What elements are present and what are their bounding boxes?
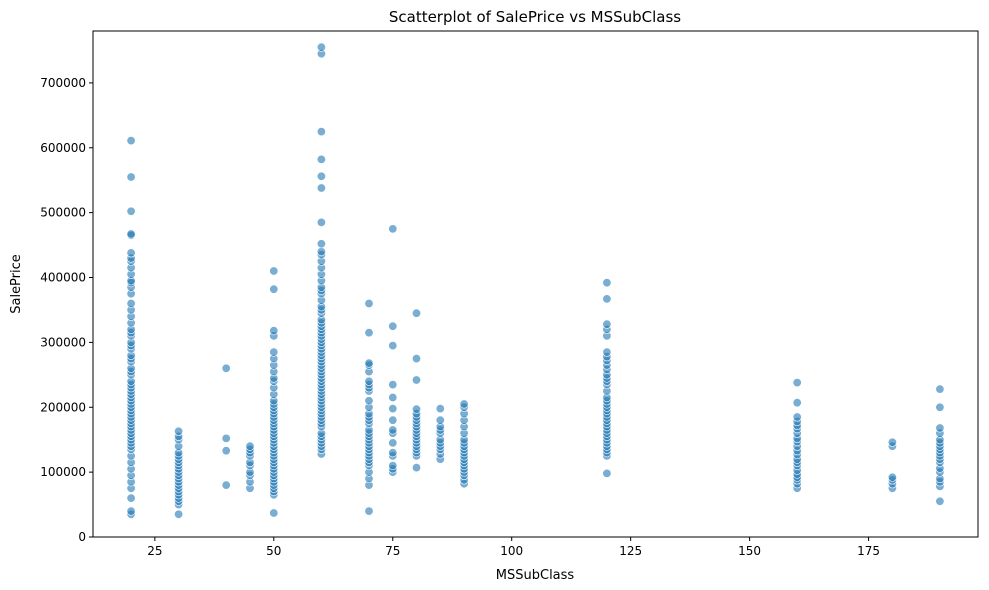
data-point — [388, 461, 398, 471]
data-point — [221, 433, 231, 443]
y-tick-label: 300000 — [40, 335, 86, 349]
data-point — [459, 399, 469, 409]
y-tick-label: 0 — [78, 530, 86, 544]
data-point — [126, 506, 136, 516]
data-point — [126, 248, 136, 258]
data-point — [887, 472, 897, 482]
y-axis-label: SalePrice — [9, 254, 24, 314]
x-tick-label: 175 — [857, 544, 880, 558]
data-point — [602, 319, 612, 329]
data-point — [411, 308, 421, 318]
x-tick-label: 125 — [619, 544, 642, 558]
data-point — [792, 412, 802, 422]
data-point — [935, 384, 945, 394]
data-point — [388, 438, 398, 448]
data-point — [364, 358, 374, 368]
data-point — [388, 321, 398, 331]
data-point — [316, 171, 326, 181]
data-point — [411, 375, 421, 385]
x-tick-label: 150 — [738, 544, 761, 558]
data-point — [126, 136, 136, 146]
data-point — [221, 446, 231, 456]
y-tick-label: 600000 — [40, 141, 86, 155]
data-point — [316, 239, 326, 249]
data-point — [316, 183, 326, 193]
data-point — [602, 294, 612, 304]
x-axis-ticks: 25 50 75 100 125 150 175 — [147, 537, 880, 558]
data-point — [388, 341, 398, 351]
data-point — [126, 229, 136, 239]
data-point — [388, 224, 398, 234]
data-point — [411, 463, 421, 473]
data-point — [792, 378, 802, 388]
data-point — [388, 425, 398, 435]
plot-frame — [92, 30, 979, 538]
data-point — [435, 404, 445, 414]
data-point — [388, 380, 398, 390]
data-point — [126, 493, 136, 503]
x-tick-label: 50 — [266, 544, 281, 558]
data-point — [887, 437, 897, 447]
x-tick-label: 25 — [147, 544, 162, 558]
x-axis-label: MSSubClass — [496, 568, 575, 583]
data-point — [602, 347, 612, 357]
data-point — [126, 206, 136, 216]
data-point — [316, 154, 326, 164]
data-point — [269, 326, 279, 336]
data-point — [316, 217, 326, 227]
data-point — [245, 441, 255, 451]
x-tick-label: 100 — [500, 544, 523, 558]
data-point — [364, 298, 374, 308]
data-point — [602, 468, 612, 478]
data-point — [364, 396, 374, 406]
data-point — [935, 423, 945, 433]
scatter-points — [126, 42, 945, 519]
data-point — [269, 284, 279, 294]
data-point — [388, 415, 398, 425]
y-tick-label: 700000 — [40, 76, 86, 90]
data-point — [411, 354, 421, 364]
data-point — [221, 363, 231, 373]
data-point — [269, 347, 279, 357]
data-point — [364, 328, 374, 338]
data-point — [126, 172, 136, 182]
data-point — [174, 426, 184, 436]
chart-title: Scatterplot of SalePrice vs MSSubClass — [389, 8, 681, 26]
data-point — [435, 415, 445, 425]
data-point — [792, 398, 802, 408]
data-point — [269, 508, 279, 518]
data-point — [316, 127, 326, 137]
data-point — [935, 402, 945, 412]
y-tick-label: 100000 — [40, 465, 86, 479]
data-point — [316, 42, 326, 52]
data-point — [364, 376, 374, 386]
data-point — [602, 278, 612, 288]
data-point — [935, 496, 945, 506]
data-point — [388, 392, 398, 402]
data-point — [126, 298, 136, 308]
data-point — [388, 404, 398, 414]
x-tick-label: 75 — [385, 544, 400, 558]
data-point — [174, 509, 184, 519]
data-point — [269, 266, 279, 276]
y-tick-label: 400000 — [40, 271, 86, 285]
data-point — [388, 448, 398, 458]
data-point — [316, 247, 326, 257]
y-axis-ticks: 0 100000 200000 300000 400000 500000 600000 700… — [40, 76, 93, 544]
data-point — [411, 404, 421, 414]
data-point — [221, 480, 231, 490]
y-tick-label: 200000 — [40, 400, 86, 414]
y-tick-label: 500000 — [40, 206, 86, 220]
data-point — [364, 506, 374, 516]
